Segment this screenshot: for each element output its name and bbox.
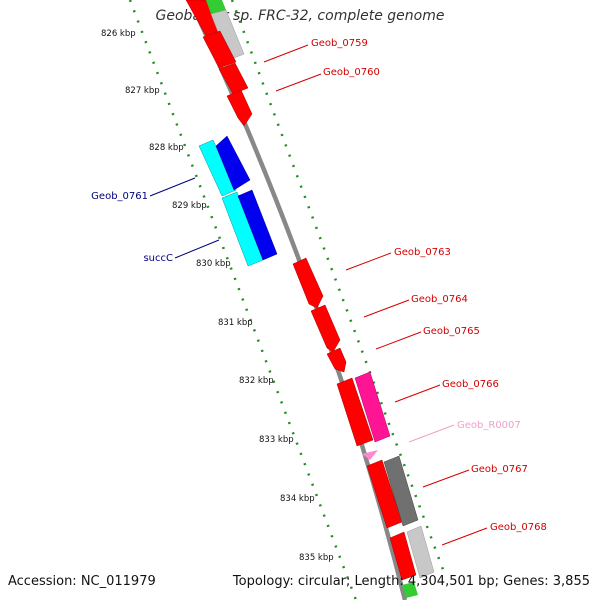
gene-label-geob-0767[interactable]: Geob_0767 xyxy=(471,464,528,475)
kbp-tick-label: 826 kbp xyxy=(101,29,136,39)
topology-text: Topology: circular; Length: 4,304,501 bp… xyxy=(232,574,590,589)
kbp-tick-label: 835 kbp xyxy=(299,553,334,563)
gc-track-right xyxy=(230,0,447,576)
gene-label-geob-0760[interactable]: Geob_0760 xyxy=(323,67,380,78)
leader-geob-0765 xyxy=(375,331,422,350)
gene-label-geob-0759[interactable]: Geob_0759 xyxy=(311,38,368,49)
leader-geob-0760 xyxy=(275,73,322,92)
accession-text: Accession: NC_011979 xyxy=(8,574,156,589)
gene-geob-0759[interactable] xyxy=(202,30,237,69)
gene-label-geob-0763[interactable]: Geob_0763 xyxy=(394,247,451,258)
gene-green-bottom xyxy=(402,582,418,598)
gene-geob-0760[interactable] xyxy=(218,62,249,95)
kbp-tick-label: 828 kbp xyxy=(149,143,184,153)
gene-geob-0768[interactable] xyxy=(389,531,417,581)
kbp-tick-label: 834 kbp xyxy=(280,494,315,504)
gene-leader-lines xyxy=(149,44,488,546)
kbp-tick-labels: 826 kbp 827 kbp 828 kbp 829 kbp 830 kbp … xyxy=(101,29,334,563)
kbp-tick-label: 831 kbp xyxy=(218,318,253,328)
leader-geob-0768 xyxy=(441,527,488,546)
kbp-tick-label: 832 kbp xyxy=(239,376,274,386)
gene-label-geob-0761[interactable]: Geob_0761 xyxy=(91,191,148,202)
gene-light-gray-bottom[interactable] xyxy=(406,525,435,579)
gene-geob-0766[interactable] xyxy=(336,377,374,447)
kbp-tick-label: 827 kbp xyxy=(125,86,160,96)
gene-label-geob-0764[interactable]: Geob_0764 xyxy=(411,294,468,305)
leader-geob-0766 xyxy=(394,384,441,403)
gc-track-left xyxy=(128,0,358,600)
leader-geob-0767 xyxy=(422,469,470,488)
gene-pink-rrna[interactable] xyxy=(354,371,391,443)
genome-backbone xyxy=(187,0,408,600)
gene-blue-1[interactable] xyxy=(215,135,251,191)
kbp-tick-label: 829 kbp xyxy=(172,201,207,211)
kbp-tick-label: 830 kbp xyxy=(196,259,231,269)
leader-succC xyxy=(174,239,220,259)
gene-label-geob-0766[interactable]: Geob_0766 xyxy=(442,379,499,390)
leader-geob-0759 xyxy=(263,44,309,63)
feature-top-green xyxy=(206,0,226,14)
gene-geob-0761[interactable] xyxy=(198,139,237,197)
leader-geob-r0007 xyxy=(408,424,455,443)
leader-geob-0763 xyxy=(345,252,392,271)
leader-geob-0761 xyxy=(149,177,196,197)
gene-label-geob-0765[interactable]: Geob_0765 xyxy=(423,326,480,337)
gene-geob-0763[interactable] xyxy=(292,257,324,309)
gene-geob-r0007[interactable] xyxy=(362,450,378,460)
gene-geob-0765[interactable] xyxy=(326,347,347,373)
kbp-tick-label: 833 kbp xyxy=(259,435,294,445)
gene-blue-2[interactable] xyxy=(237,189,278,261)
gene-label-succC[interactable]: succC xyxy=(143,253,173,264)
gene-label-geob-r0007[interactable]: Geob_R0007 xyxy=(457,420,521,431)
gene-labels: Geob_0759 Geob_0760 Geob_0761 succC Geob… xyxy=(91,38,547,533)
gene-label-geob-0768[interactable]: Geob_0768 xyxy=(490,522,547,533)
leader-geob-0764 xyxy=(363,299,410,318)
gene-dark-gray[interactable] xyxy=(383,455,419,527)
gene-geob-0760b[interactable] xyxy=(226,89,253,127)
gene-geob-0764[interactable] xyxy=(310,304,341,353)
